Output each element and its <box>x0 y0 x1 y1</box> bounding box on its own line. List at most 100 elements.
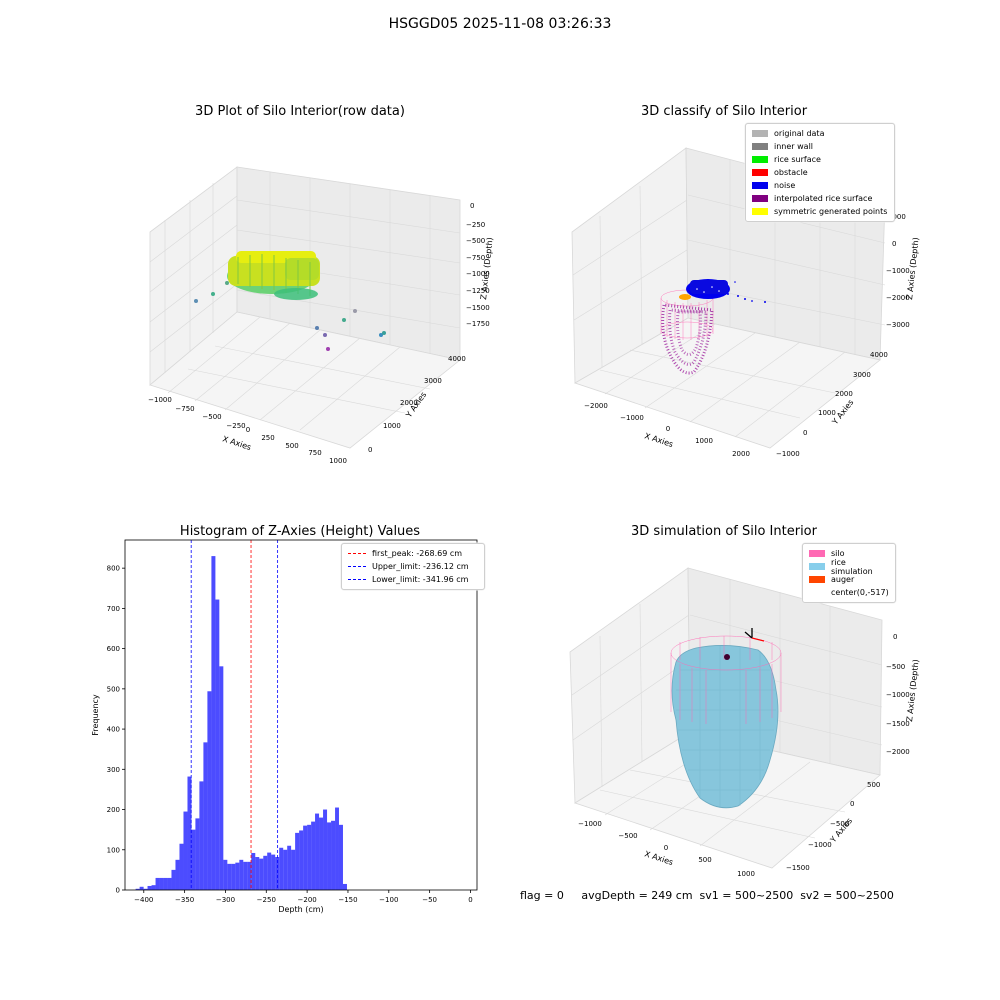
histogram-bar <box>191 829 196 890</box>
legend-item: Lower_limit: -341.96 cm <box>348 573 478 586</box>
svg-text:0: 0 <box>246 426 250 434</box>
histogram-bar <box>279 847 284 890</box>
legend-swatch <box>752 130 768 137</box>
legend-item: center(0,-517) <box>809 586 889 599</box>
x-tick-label: −250 <box>257 896 276 904</box>
x-tick-label: −400 <box>134 896 153 904</box>
y-tick-label: 800 <box>107 565 120 573</box>
simulation-zlabel: Z Axies (Depth) <box>905 659 921 722</box>
simulation-xlabel: X Axies <box>643 849 674 867</box>
svg-text:0: 0 <box>470 202 474 210</box>
histogram-bar <box>271 854 276 890</box>
histogram-bar <box>311 821 316 890</box>
x-tick-label: −200 <box>298 896 317 904</box>
svg-text:1000: 1000 <box>737 870 755 878</box>
histogram-bar <box>163 877 168 890</box>
histogram-bar <box>299 830 304 890</box>
histogram-bar <box>135 888 140 890</box>
histogram-bar <box>195 818 200 890</box>
svg-text:−1000: −1000 <box>578 820 602 828</box>
status-avg-depth: avgDepth = 249 cm sv1 = 500~2500 sv2 = 5… <box>581 889 894 902</box>
svg-text:−1750: −1750 <box>466 320 490 328</box>
histogram-bar <box>235 862 240 890</box>
svg-text:−2000: −2000 <box>584 402 608 410</box>
legend-swatch <box>752 156 768 163</box>
histogram-bar <box>151 885 156 890</box>
histogram-bar <box>155 877 160 890</box>
svg-text:1000: 1000 <box>695 437 713 445</box>
legend-line <box>348 566 366 567</box>
legend-item: original data <box>752 127 888 140</box>
histogram-bar <box>215 599 220 890</box>
svg-text:−1000: −1000 <box>886 267 910 275</box>
svg-text:−1000: −1000 <box>620 414 644 422</box>
histogram-bar <box>283 849 288 890</box>
svg-text:−2000: −2000 <box>886 748 910 756</box>
svg-text:750: 750 <box>308 449 321 457</box>
histogram-bar <box>179 843 184 890</box>
x-tick-label: −100 <box>379 896 398 904</box>
svg-text:0: 0 <box>368 446 372 454</box>
histogram-bar <box>219 666 224 890</box>
svg-text:−1000: −1000 <box>148 396 172 404</box>
histogram-bar <box>147 885 152 890</box>
svg-text:−500: −500 <box>466 237 485 245</box>
svg-text:2000: 2000 <box>732 450 750 458</box>
svg-text:−1500: −1500 <box>786 864 810 872</box>
svg-text:−500: −500 <box>202 413 221 421</box>
y-tick-label: 500 <box>107 685 120 693</box>
histogram-title: Histogram of Z-Axies (Height) Values <box>179 524 421 539</box>
histogram-bar <box>167 877 172 890</box>
histogram-bar <box>275 857 280 890</box>
legend-item: interpolated rice surface <box>752 192 888 205</box>
svg-text:−1250: −1250 <box>466 287 490 295</box>
svg-text:2000: 2000 <box>835 390 853 398</box>
classify-legend: original data inner wall rice surface ob… <box>745 123 895 222</box>
svg-text:−1000: −1000 <box>776 450 800 458</box>
legend-swatch <box>752 208 768 215</box>
histogram-bar <box>303 825 308 890</box>
figure-title: HSGGD05 2025-11-08 03:26:33 <box>388 16 612 32</box>
legend-swatch <box>809 589 825 596</box>
y-tick-label: 300 <box>107 766 120 774</box>
histogram-bar <box>319 817 324 890</box>
svg-text:−1000: −1000 <box>886 691 910 699</box>
svg-text:−500: −500 <box>830 820 849 828</box>
legend-item: rice surface <box>752 153 888 166</box>
y-tick-label: 0 <box>116 887 120 895</box>
histogram-bar <box>315 813 320 890</box>
histogram-bar <box>247 861 252 890</box>
svg-text:−1500: −1500 <box>886 720 910 728</box>
histogram-bar <box>251 852 256 890</box>
svg-text:−250: −250 <box>226 422 245 430</box>
x-tick-label: −150 <box>338 896 357 904</box>
svg-text:1000: 1000 <box>888 213 906 221</box>
histogram-bar <box>287 845 292 890</box>
svg-text:−3000: −3000 <box>886 321 910 329</box>
simulation-legend: silo rice simulation auger center(0,-517… <box>802 543 896 603</box>
legend-swatch <box>752 143 768 150</box>
legend-item: inner wall <box>752 140 888 153</box>
histogram-bar <box>159 877 164 890</box>
histogram-bar <box>291 849 296 890</box>
legend-swatch <box>752 169 768 176</box>
histogram-bar <box>243 861 248 890</box>
histogram-bar <box>255 857 260 890</box>
legend-item: silo <box>809 547 889 560</box>
svg-text:−750: −750 <box>175 405 194 413</box>
histogram-xlabel: Depth (cm) <box>278 905 323 914</box>
legend-swatch <box>752 195 768 202</box>
status-flag: flag = 0 <box>520 889 564 902</box>
histogram-bar <box>259 858 264 890</box>
y-tick-label: 100 <box>107 846 120 854</box>
legend-item: first_peak: -268.69 cm <box>348 547 478 560</box>
histogram-ylabel: Frequency <box>91 694 100 736</box>
x-tick-label: −300 <box>216 896 235 904</box>
legend-swatch <box>809 563 825 570</box>
svg-text:−250: −250 <box>466 221 485 229</box>
histogram-bar <box>143 888 148 890</box>
legend-swatch <box>809 576 825 583</box>
y-tick-label: 600 <box>107 645 120 653</box>
